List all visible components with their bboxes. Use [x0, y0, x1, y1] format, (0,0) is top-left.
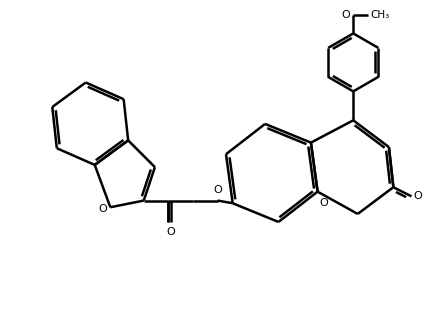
- Text: O: O: [341, 10, 350, 20]
- Text: O: O: [320, 198, 328, 208]
- Text: O: O: [166, 227, 175, 237]
- Text: O: O: [213, 185, 222, 195]
- Text: CH₃: CH₃: [370, 10, 389, 20]
- Text: O: O: [98, 204, 107, 214]
- Text: O: O: [414, 191, 422, 201]
